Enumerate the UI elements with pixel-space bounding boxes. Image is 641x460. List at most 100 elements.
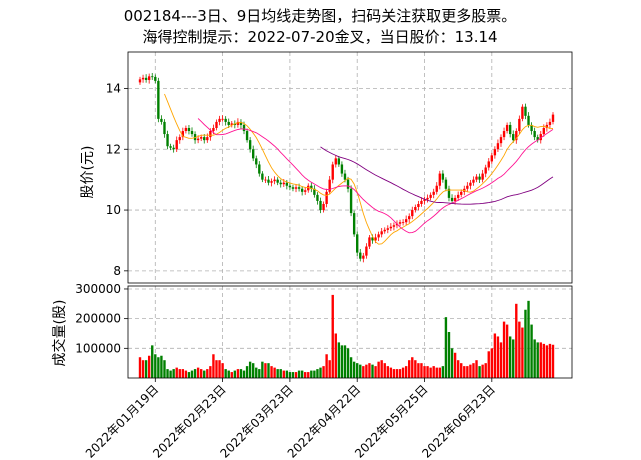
volume-bar bbox=[359, 364, 362, 378]
candle-body bbox=[282, 182, 285, 185]
candle-body bbox=[184, 127, 188, 132]
volume-bar bbox=[221, 363, 224, 378]
volume-bar bbox=[261, 361, 264, 378]
candle-body bbox=[279, 182, 282, 185]
candle-body bbox=[300, 188, 304, 192]
volume-bar bbox=[460, 363, 463, 378]
candle-body bbox=[255, 158, 258, 165]
candle-body bbox=[533, 131, 536, 138]
volume-bar bbox=[539, 342, 542, 378]
candle-body bbox=[291, 187, 295, 189]
candle-body bbox=[432, 191, 435, 195]
volume-bar bbox=[343, 345, 347, 378]
volume-bar bbox=[151, 345, 154, 378]
x-tick-label: 2022年02月23日 bbox=[150, 382, 229, 460]
candle-body bbox=[401, 222, 405, 224]
candle-body bbox=[206, 137, 209, 141]
volume-bar bbox=[227, 370, 230, 378]
candle-body bbox=[169, 146, 172, 148]
volume-bar bbox=[432, 366, 435, 378]
candle-body bbox=[515, 131, 518, 141]
candle-body bbox=[527, 115, 530, 125]
volume-bar bbox=[294, 372, 298, 378]
volume-bar bbox=[398, 369, 402, 378]
volume-bar bbox=[193, 369, 197, 378]
candle-body bbox=[508, 124, 512, 135]
volume-bar bbox=[230, 372, 233, 378]
candle-body bbox=[352, 213, 356, 235]
volume-bar bbox=[279, 369, 282, 378]
volume-bar bbox=[233, 370, 237, 378]
chart-title-line1: 002184---3日、9日均线走势图，扫码关注获取更多股票。 bbox=[124, 7, 517, 25]
candle-body bbox=[423, 199, 426, 201]
volume-bar bbox=[395, 369, 399, 378]
volume-bar bbox=[285, 370, 289, 378]
volume-bar bbox=[478, 366, 481, 378]
volume-bar bbox=[273, 367, 276, 378]
volume-bar bbox=[258, 369, 261, 378]
x-tick-label: 2022年05月25日 bbox=[352, 382, 431, 460]
candle-body bbox=[248, 140, 252, 150]
candle-body bbox=[536, 137, 539, 141]
candle-body bbox=[441, 173, 445, 180]
price-panel: 8 10 12 14 bbox=[106, 51, 573, 284]
candle-body bbox=[322, 203, 325, 211]
candle-body bbox=[199, 137, 203, 139]
candle-body bbox=[316, 194, 319, 201]
candle-body bbox=[190, 131, 194, 135]
candle-body bbox=[224, 118, 227, 122]
candle-body bbox=[484, 167, 487, 174]
volume-bar bbox=[512, 339, 515, 378]
ma3-line bbox=[164, 93, 554, 245]
volume-bar bbox=[215, 360, 218, 378]
volume-y-axis-label: 成交量(股) bbox=[51, 300, 68, 367]
volume-bar bbox=[502, 321, 506, 378]
volume-bar bbox=[420, 363, 423, 378]
candle-body bbox=[453, 197, 457, 201]
volume-bar bbox=[505, 324, 509, 378]
candle-body bbox=[392, 225, 396, 227]
volume-bar bbox=[496, 336, 500, 378]
volume-bar bbox=[374, 366, 377, 378]
x-tick-label: 2022年06月23日 bbox=[419, 382, 498, 460]
candle-body bbox=[475, 176, 478, 180]
volume-bar bbox=[206, 369, 209, 378]
volume-bar bbox=[533, 339, 536, 378]
candle-body bbox=[337, 158, 341, 165]
candle-body bbox=[258, 164, 261, 174]
volume-bar bbox=[224, 369, 227, 378]
candle-body bbox=[374, 237, 377, 241]
volume-bar bbox=[300, 370, 304, 378]
x-tick-label: 2022年01月19日 bbox=[83, 382, 162, 460]
volume-bar bbox=[408, 360, 411, 378]
candle-body bbox=[505, 124, 509, 132]
price-frame bbox=[127, 51, 573, 284]
candle-body bbox=[187, 127, 191, 132]
volume-bar bbox=[368, 363, 371, 378]
volume-bar bbox=[307, 372, 310, 378]
candle-body bbox=[151, 76, 154, 78]
volume-bar bbox=[386, 366, 389, 378]
volume-bar bbox=[288, 372, 292, 378]
candle-body bbox=[438, 173, 442, 186]
candle-body bbox=[297, 187, 301, 189]
candle-body bbox=[304, 190, 307, 192]
candle-body bbox=[147, 76, 151, 80]
candle-body bbox=[502, 131, 506, 138]
candle-body bbox=[343, 173, 347, 180]
candle-body bbox=[325, 191, 328, 204]
volume-bar bbox=[490, 348, 494, 378]
candle-body bbox=[499, 137, 503, 144]
candle-body bbox=[141, 77, 145, 80]
volume-bar bbox=[484, 363, 487, 378]
volume-bar bbox=[545, 345, 549, 378]
candle-body bbox=[221, 118, 224, 120]
volume-bar bbox=[401, 367, 405, 378]
volume-bar bbox=[404, 366, 408, 378]
candle-body bbox=[181, 131, 185, 138]
volume-bar bbox=[414, 360, 417, 378]
volume-bar bbox=[380, 360, 383, 378]
x-axis: 2022年01月19日2022年02月23日2022年03月23日2022年04… bbox=[83, 378, 498, 460]
price-tick-label: 14 bbox=[106, 81, 121, 95]
